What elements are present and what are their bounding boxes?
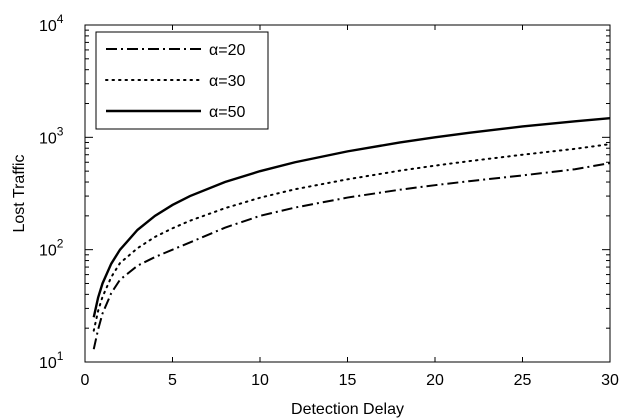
y-tick-label: 102: [39, 237, 64, 260]
x-tick-label: 25: [514, 372, 532, 389]
x-tick-label: 10: [251, 372, 269, 389]
series-line-1: [92, 162, 610, 350]
y-tick-base: 10: [39, 355, 57, 372]
y-tick-exponent: 2: [57, 237, 64, 251]
series-layer: [92, 117, 610, 350]
x-tick-label: 30: [601, 372, 619, 389]
y-tick-exponent: 4: [57, 12, 64, 26]
series-line-3: [92, 117, 610, 318]
x-tick-label: 15: [339, 372, 357, 389]
y-tick-base: 10: [39, 243, 57, 260]
y-tick-label: 103: [39, 124, 64, 147]
y-tick-label: 104: [39, 12, 64, 35]
legend-label: α=50: [209, 104, 245, 121]
y-axis-label: Lost Traffic: [11, 155, 28, 233]
y-tick-exponent: 3: [57, 124, 64, 138]
y-tick-base: 10: [39, 130, 57, 147]
x-tick-label: 5: [168, 372, 177, 389]
x-axis-label: Detection Delay: [291, 401, 404, 418]
legend-label: α=30: [209, 73, 245, 90]
legend: α=20 α=30 α=50: [95, 31, 269, 130]
x-axis: 0 5 10 15 20 25 30: [81, 25, 619, 389]
legend-label: α=20: [209, 42, 245, 59]
y-tick-exponent: 1: [57, 349, 64, 363]
x-tick-label: 20: [426, 372, 444, 389]
x-tick-label: 0: [81, 372, 90, 389]
series-line-2: [92, 143, 610, 332]
y-tick-base: 10: [39, 18, 57, 35]
y-tick-label: 101: [39, 349, 64, 372]
